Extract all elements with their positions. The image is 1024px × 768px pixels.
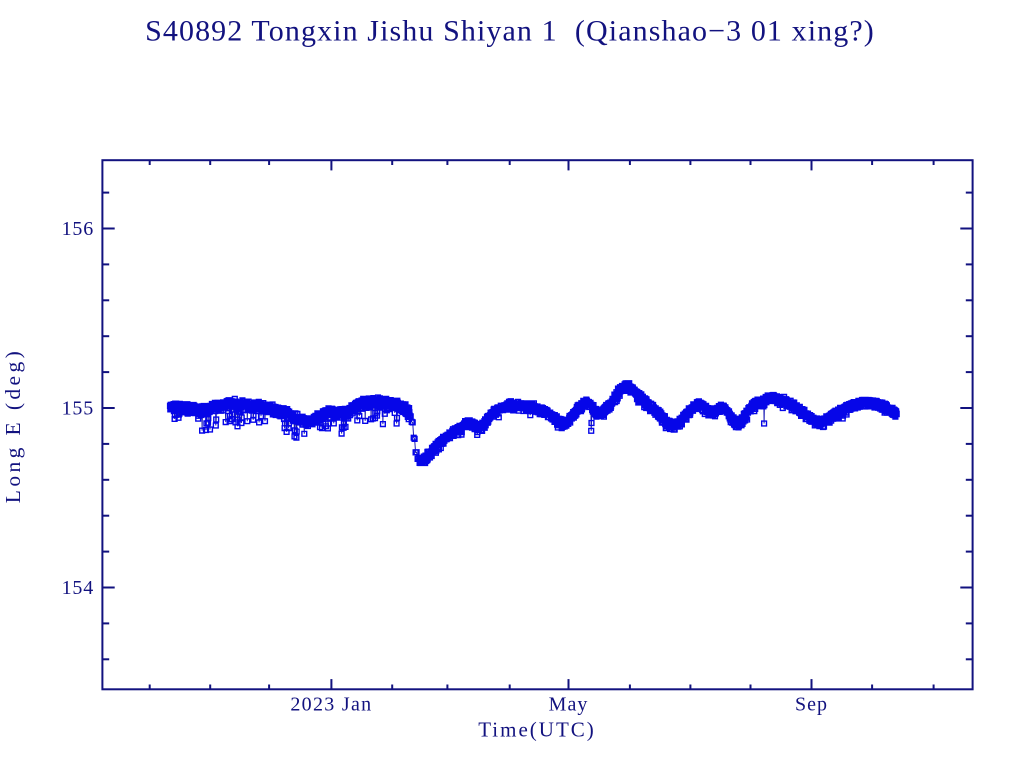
svg-text:S40892 Tongxin Jishu Shiyan 1: S40892 Tongxin Jishu Shiyan 1 (Qianshao−… bbox=[145, 15, 875, 48]
svg-text:156: 156 bbox=[62, 218, 94, 240]
svg-text:Sep: Sep bbox=[795, 694, 828, 716]
svg-text:2023 Jan: 2023 Jan bbox=[290, 694, 372, 716]
svg-text:May: May bbox=[549, 694, 589, 716]
svg-text:155: 155 bbox=[62, 398, 94, 420]
svg-text:Time(UTC): Time(UTC) bbox=[478, 718, 596, 742]
svg-text:Long E (deg): Long E (deg) bbox=[1, 348, 25, 503]
svg-text:154: 154 bbox=[62, 577, 94, 599]
